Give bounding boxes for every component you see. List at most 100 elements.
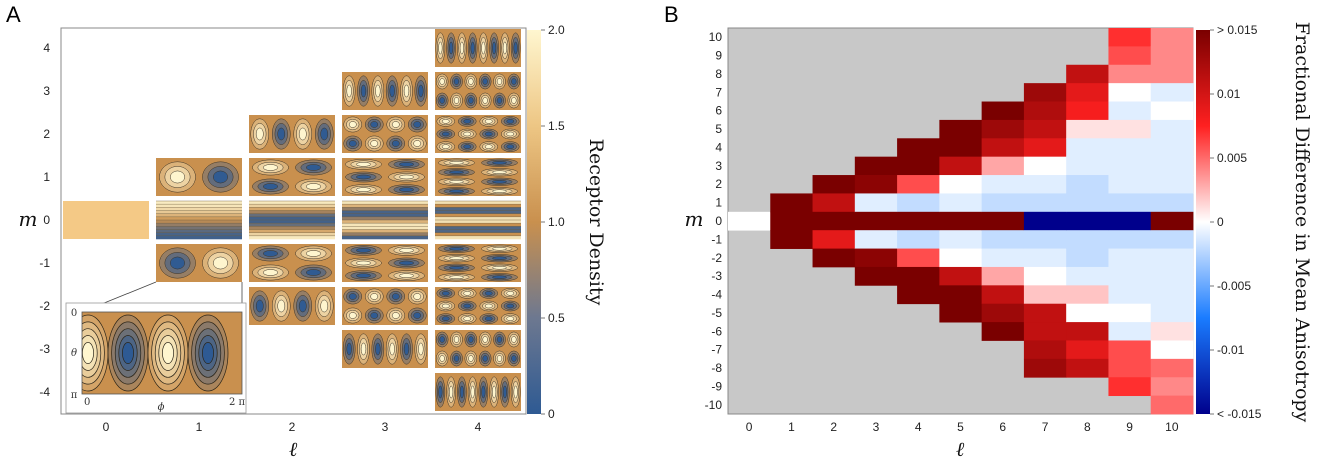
panel-b-y-tick: 8: [715, 67, 722, 81]
band: [156, 220, 242, 224]
cell-l6-m4: [981, 138, 1025, 158]
cell-l5-m-4: [939, 285, 983, 305]
cell-l2-m1: [812, 193, 856, 213]
panel-a-y-tick: -3: [39, 342, 50, 356]
tile-l3-m-2: [342, 287, 428, 325]
panel-b-y-tick: 2: [715, 177, 722, 191]
high-lobe: [346, 84, 352, 98]
band: [156, 201, 242, 205]
band: [435, 210, 521, 214]
cell-l5-m-3: [939, 266, 983, 286]
cell-l10-m9: [1150, 46, 1194, 66]
cell-l5-m0: [939, 211, 983, 231]
high-lobe: [403, 84, 410, 98]
panel-b-x-label: ℓ: [956, 437, 965, 461]
cell-l10-m-3: [1150, 266, 1194, 286]
cell-l6-m-4: [981, 285, 1025, 305]
cell-l8-m0: [1066, 211, 1109, 231]
band: [249, 210, 335, 214]
cell-l6-m6: [981, 101, 1025, 121]
high-lobe: [468, 78, 474, 85]
high-lobe: [449, 160, 464, 165]
low-lobe: [263, 183, 278, 190]
high-lobe: [484, 303, 493, 309]
panel-b-colorbar-ticks: > 0.015 0.01 0.005 0 -0.005 -0.01 < -0.015: [1210, 23, 1262, 421]
tile-l4-m-4: [435, 373, 521, 411]
band: [156, 213, 242, 218]
cell-l6-m0: [981, 211, 1025, 231]
cell-l10-m-8: [1150, 358, 1194, 378]
panel-a-y-tick: -2: [39, 299, 50, 313]
high-lobe: [511, 97, 517, 104]
low-lobe: [370, 121, 379, 128]
panel-b-y-tick: 9: [715, 49, 722, 63]
cell-l7-m-4: [1023, 285, 1067, 305]
panel-b-y-tick: 6: [715, 104, 722, 118]
cell-l2-m2: [812, 175, 856, 194]
low-lobe: [438, 385, 443, 399]
cell-l9-m10: [1108, 28, 1152, 47]
low-lobe: [413, 121, 422, 128]
cell-l0-m0: [728, 211, 771, 231]
low-lobe: [459, 385, 464, 399]
low-lobe: [213, 170, 228, 184]
high-lobe: [356, 187, 371, 192]
band: [249, 226, 335, 230]
low-lobe: [348, 293, 357, 300]
cell-l6-m-2: [981, 248, 1025, 268]
panel-b-colorbar-tick: -0.01: [1217, 343, 1245, 357]
cell-l9-m-4: [1108, 285, 1152, 305]
low-lobe: [468, 97, 474, 104]
high-lobe: [463, 316, 472, 321]
high-lobe: [441, 303, 450, 309]
cell-l7-m-8: [1023, 358, 1067, 378]
panel-b-colorbar-tick: 0: [1217, 215, 1224, 229]
panel-b-x-tick: 10: [1165, 420, 1179, 434]
tile-l3-m-3: [342, 330, 428, 368]
cell-l9-m-7: [1108, 340, 1152, 360]
band: [342, 201, 428, 205]
tile-background: [435, 330, 521, 368]
low-lobe: [449, 170, 464, 175]
cell-l4-m2: [897, 175, 940, 194]
cell-l8-m7: [1066, 83, 1109, 102]
high-lobe: [213, 256, 228, 270]
low-lobe: [496, 97, 503, 104]
cell-l9-m9: [1108, 46, 1152, 66]
panel-b-x-tick: 1: [788, 420, 795, 434]
band: [435, 201, 521, 205]
cell-l4-m1: [897, 193, 940, 213]
low-lobe: [356, 273, 371, 278]
high-lobe: [449, 275, 464, 280]
high-lobe: [511, 336, 517, 343]
low-lobe: [441, 131, 450, 137]
panel-a-colorbar-tick: 0.5: [548, 311, 565, 325]
band: [435, 226, 521, 230]
panel-b-cells: [728, 28, 1194, 415]
cell-l9-m-2: [1108, 248, 1152, 268]
high-lobe: [449, 385, 454, 399]
panel-a-colorbar-ticks: 2.0 1.5 1.0 0.5 0: [541, 23, 565, 421]
panel-b-letter: B: [664, 2, 679, 27]
panel-a-colorbar-label: Receptor Density: [585, 139, 607, 306]
low-lobe: [418, 84, 424, 98]
cell-l9-m-1: [1108, 230, 1152, 249]
band: [249, 201, 335, 205]
high-lobe: [492, 265, 507, 270]
low-lobe: [306, 269, 321, 276]
low-lobe: [441, 316, 450, 321]
panel-a-tiles: [63, 29, 521, 411]
high-lobe: [459, 41, 464, 55]
cell-l7-m2: [1023, 175, 1067, 194]
panel-b-y-tick: 10: [709, 30, 723, 44]
panel-b-y-tick: 0: [715, 214, 722, 228]
cell-l1-m1: [770, 193, 813, 213]
cell-l2-m-2: [812, 248, 856, 268]
tile-l1-m0: [156, 200, 242, 240]
panel-b-colorbar-tick: > 0.015: [1217, 23, 1258, 37]
cell-l6-m3: [981, 156, 1025, 176]
high-lobe: [298, 127, 307, 141]
low-lobe: [277, 127, 286, 141]
tile-l2-m0: [249, 200, 335, 240]
